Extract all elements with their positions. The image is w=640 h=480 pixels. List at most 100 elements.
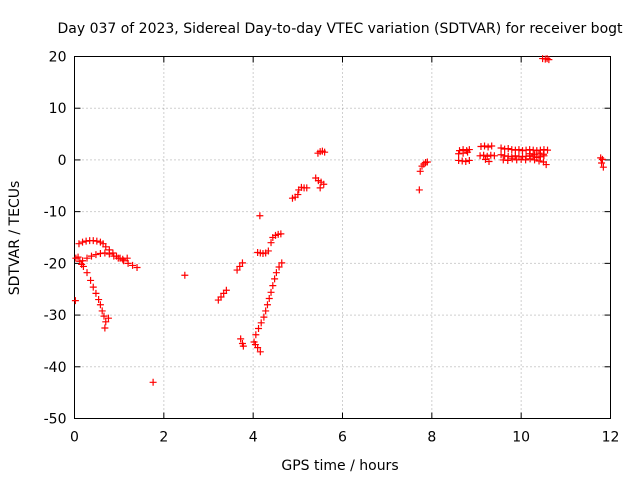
data-point — [535, 157, 543, 165]
data-point — [256, 348, 264, 356]
data-point — [481, 142, 489, 150]
data-point — [92, 251, 100, 259]
data-point — [101, 324, 109, 332]
data-point — [102, 243, 110, 251]
data-point — [123, 254, 131, 262]
data-point — [87, 252, 95, 260]
y-tick-label: -40 — [44, 360, 67, 376]
y-tick-label: 0 — [58, 153, 67, 169]
tick-labels: 0 2 4 6 8 10 12 -50 -40 -30 -20 -10 0 10 20 — [44, 50, 620, 446]
y-tick-label: -50 — [44, 412, 67, 428]
data-point — [480, 151, 488, 159]
data-point — [254, 344, 262, 352]
x-tick-label: 0 — [70, 430, 79, 446]
data-point — [260, 313, 268, 321]
data-point — [490, 152, 498, 160]
data-point — [238, 259, 246, 267]
data-point — [481, 155, 489, 163]
data-point — [485, 157, 493, 165]
data-point — [484, 143, 492, 151]
data-point — [278, 259, 286, 267]
data-point — [71, 297, 79, 305]
data-point — [462, 157, 470, 165]
data-point — [75, 240, 83, 248]
data-point — [267, 239, 275, 247]
data-point — [456, 147, 464, 155]
data-point — [79, 257, 87, 265]
data-point — [101, 249, 109, 257]
data-point — [522, 156, 530, 164]
data-point — [275, 263, 283, 271]
data-point — [465, 156, 473, 164]
data-point — [95, 296, 103, 304]
data-point — [133, 263, 141, 271]
data-point — [497, 144, 505, 152]
x-tick-label: 4 — [249, 430, 258, 446]
data-point — [236, 262, 244, 270]
data-point — [544, 146, 552, 154]
data-point — [526, 150, 534, 158]
data-point — [83, 269, 91, 277]
data-point — [535, 149, 543, 157]
data-point — [109, 249, 117, 257]
data-point — [316, 184, 324, 192]
data-point — [599, 163, 607, 171]
data-point — [416, 167, 424, 175]
data-point — [98, 307, 106, 315]
data-point — [265, 295, 273, 303]
data-point — [540, 150, 547, 158]
chart-title: Day 037 of 2023, Sidereal Day-to-day VTE… — [57, 21, 623, 37]
data-point — [239, 342, 247, 350]
data-point — [488, 142, 496, 150]
y-axis-label: SDTVAR / TECUs — [7, 181, 23, 296]
data-point — [271, 275, 279, 283]
data-point — [92, 289, 100, 297]
data-point — [105, 250, 113, 258]
data-point — [515, 146, 523, 154]
data-point — [119, 255, 127, 263]
data-point — [104, 314, 112, 322]
x-tick-label: 6 — [338, 430, 347, 446]
data-point — [303, 184, 311, 192]
data-point — [100, 312, 108, 320]
data-point — [102, 318, 110, 326]
data-point — [321, 148, 329, 156]
data-point — [263, 301, 271, 309]
data-point — [542, 161, 550, 169]
data-point — [129, 261, 137, 269]
axis-ticks — [74, 56, 611, 419]
data-point — [504, 156, 512, 164]
data-point — [497, 151, 505, 159]
y-tick-label: -20 — [44, 256, 67, 272]
data-point — [262, 307, 270, 315]
data-point — [149, 378, 157, 386]
y-tick-label: 20 — [49, 50, 67, 66]
data-point — [252, 331, 260, 339]
data-points — [71, 55, 607, 386]
grid — [74, 56, 611, 419]
data-point — [217, 293, 225, 301]
data-point — [545, 56, 553, 64]
data-point — [531, 151, 539, 159]
data-point — [277, 230, 285, 238]
data-point — [110, 252, 118, 260]
data-point — [294, 191, 302, 199]
data-point — [120, 257, 128, 265]
data-point — [124, 259, 132, 267]
data-point — [257, 319, 265, 327]
data-point — [320, 180, 328, 188]
data-point — [598, 155, 606, 163]
y-tick-label: 10 — [49, 101, 67, 117]
data-point — [272, 269, 280, 277]
data-point — [256, 212, 264, 220]
data-point — [464, 148, 472, 156]
x-axis-label: GPS time / hours — [281, 458, 398, 474]
data-point — [483, 152, 491, 160]
data-point — [264, 247, 272, 255]
data-point — [237, 335, 245, 343]
x-tick-label: 10 — [512, 430, 530, 446]
data-point — [255, 325, 263, 333]
data-point — [222, 286, 230, 294]
data-point — [114, 254, 122, 262]
data-point — [504, 145, 512, 153]
